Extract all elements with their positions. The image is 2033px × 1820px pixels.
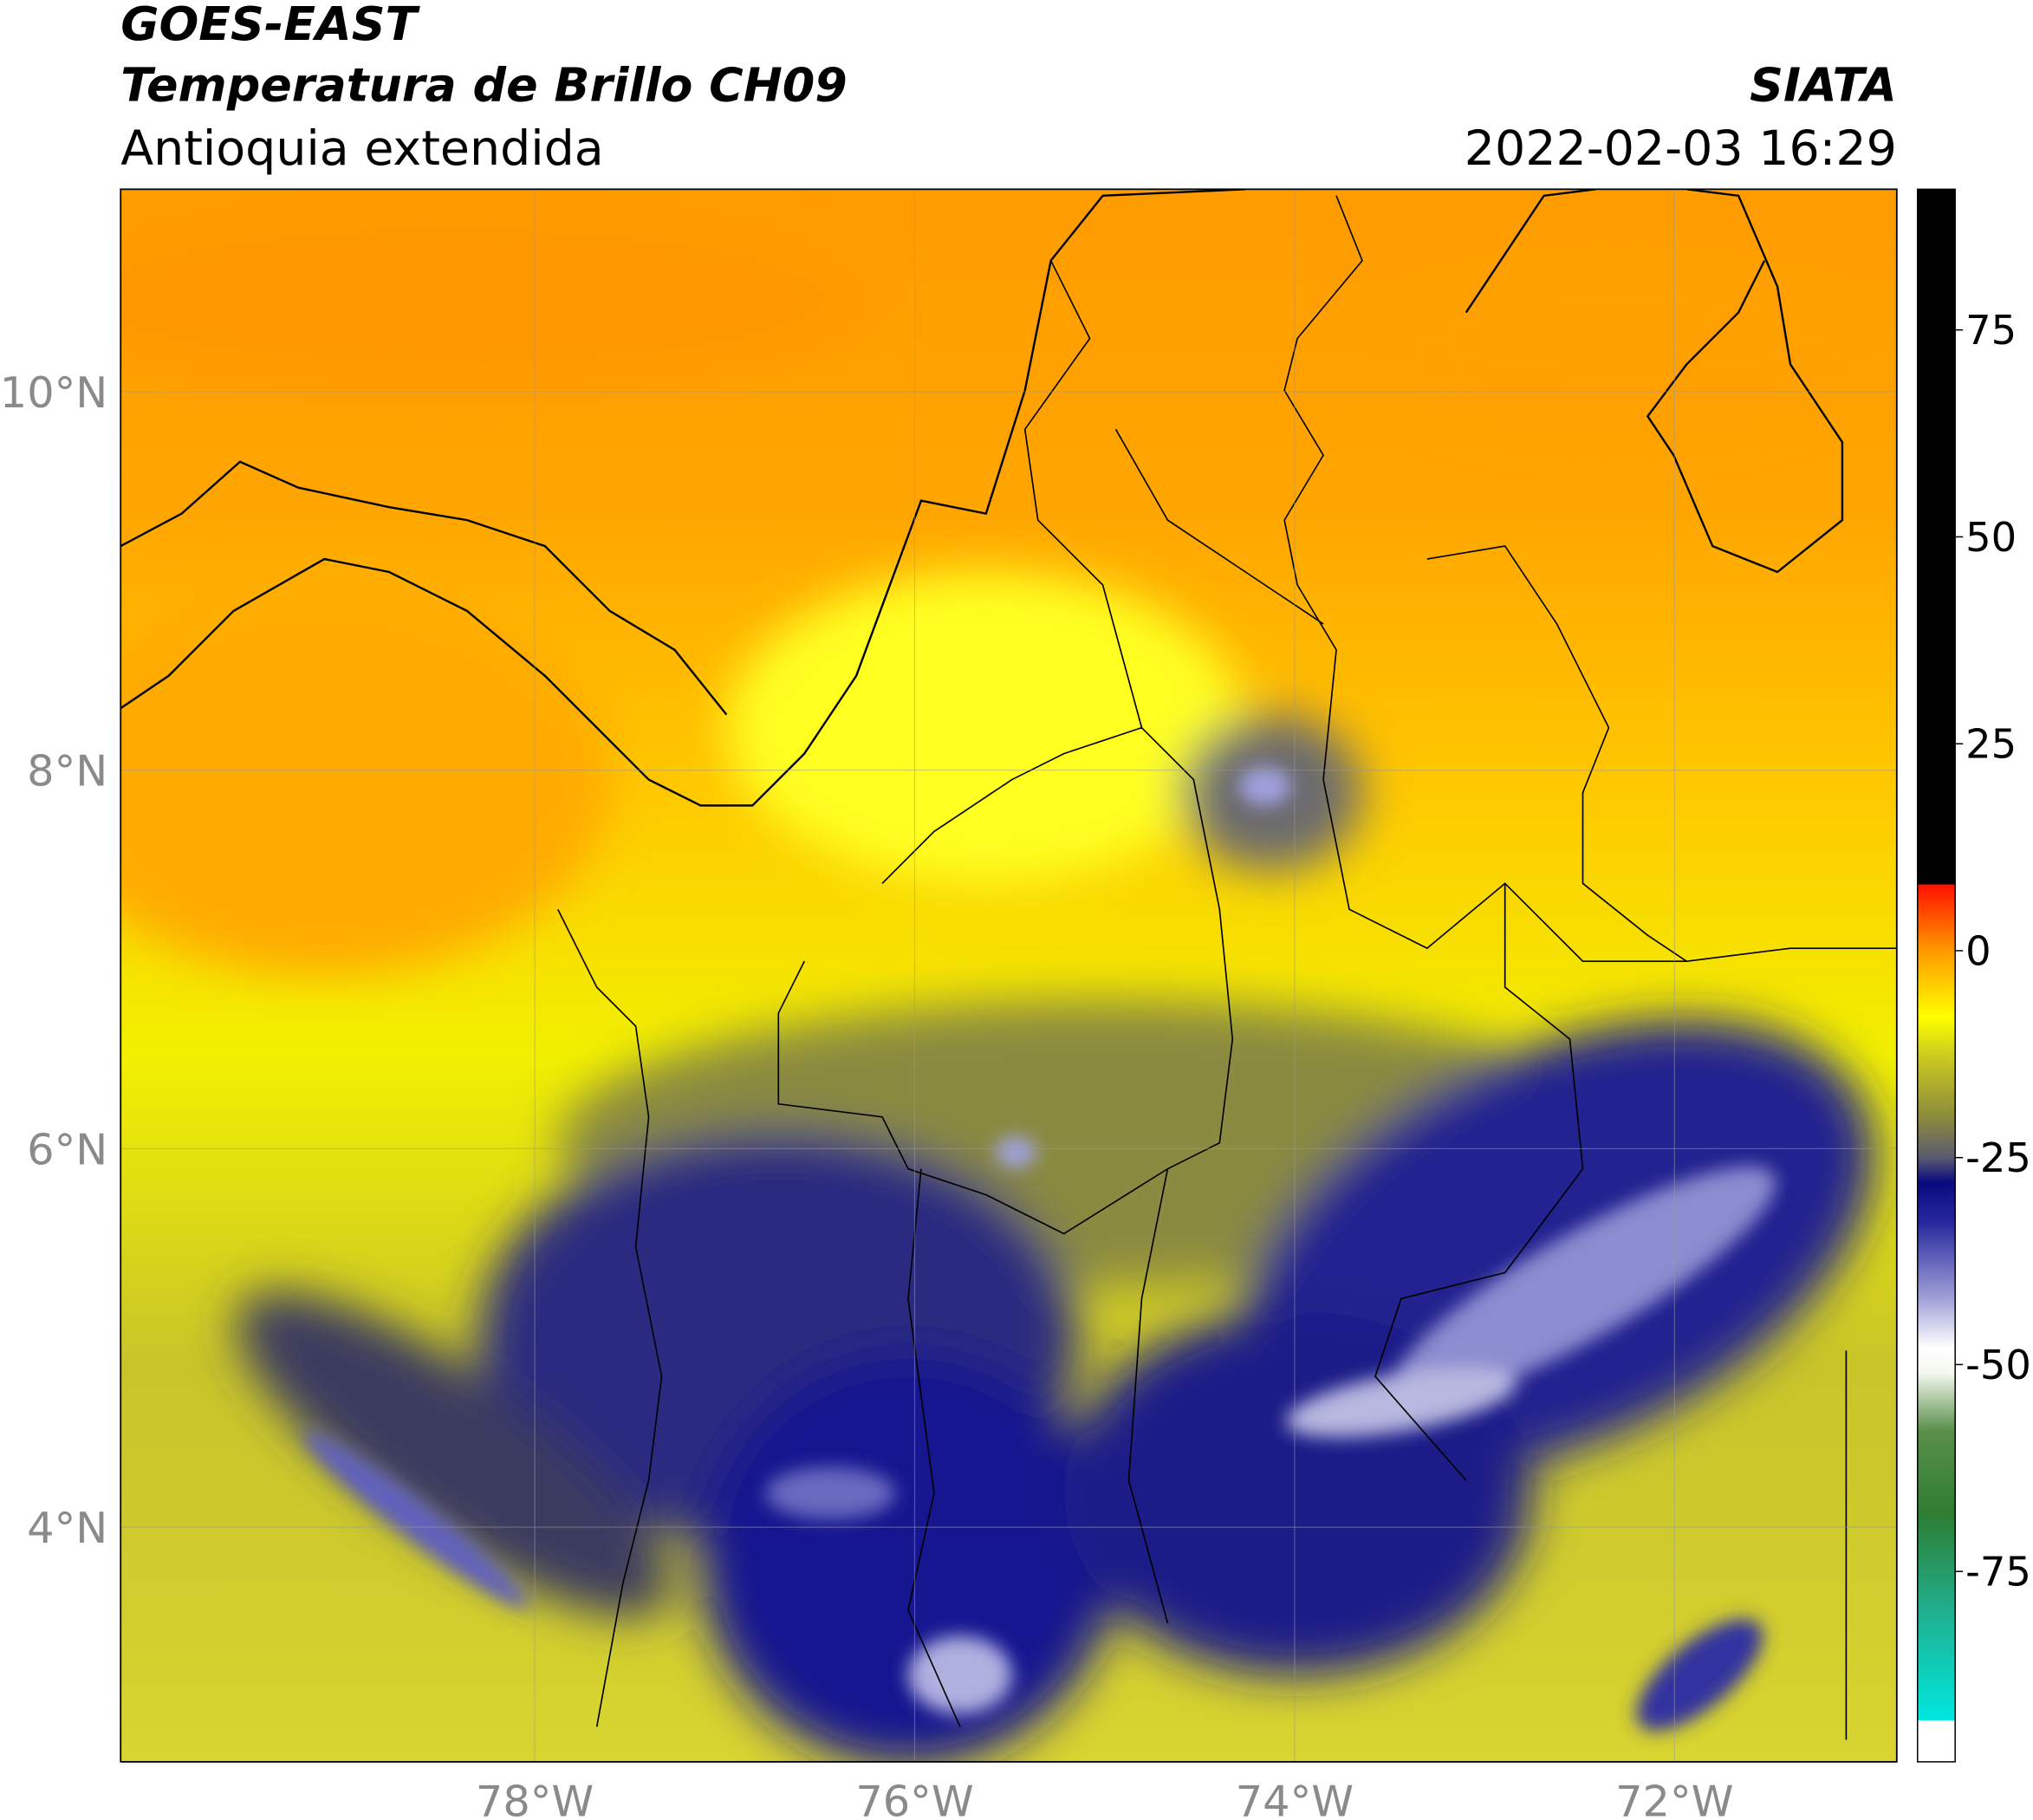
map-frame — [120, 188, 1898, 1763]
x-tick-label: 78°W — [476, 1777, 594, 1820]
colorbar-tick-label: -75 — [1965, 1549, 2031, 1596]
colorbar-tick-label: 50 — [1965, 514, 2017, 561]
coastline — [120, 189, 1844, 807]
colorbar-tick-label: -50 — [1965, 1342, 2031, 1388]
colorbar-tick-label: 75 — [1965, 307, 2017, 354]
colorbar-tick-label: 0 — [1965, 927, 1991, 974]
x-tick-label: 74°W — [1236, 1777, 1354, 1820]
x-tick-label: 76°W — [855, 1777, 973, 1820]
y-tick-label: 4°N — [27, 1503, 107, 1553]
subtitle: Temperatura de Brillo CH09 — [120, 58, 848, 113]
colorbar-tick-label: 25 — [1965, 721, 2017, 768]
y-tick-label: 10°N — [0, 367, 107, 418]
satellite-image — [120, 189, 1897, 1762]
source: SIATA — [1750, 58, 1897, 113]
colorbar-tick-label: -25 — [1965, 1134, 2031, 1181]
colorbar: 75 50 25 0 -25 -50 -75 — [1917, 188, 2031, 1763]
x-tick-label: 72°W — [1615, 1777, 1733, 1820]
axis-ticks: 78°W 76°W 74°W 72°W 10°N 8°N 6°N 4°N — [0, 367, 1734, 1820]
region: Antioquia extendida — [120, 121, 603, 177]
colorbar-fill — [1917, 188, 1956, 1763]
grid — [120, 189, 1897, 1762]
borders — [557, 195, 1897, 1740]
y-tick-label: 8°N — [27, 746, 107, 796]
datetime: 2022-02-03 16:29 — [1465, 121, 1897, 177]
title: GOES-EAST — [120, 0, 420, 51]
y-tick-label: 6°N — [27, 1124, 107, 1174]
